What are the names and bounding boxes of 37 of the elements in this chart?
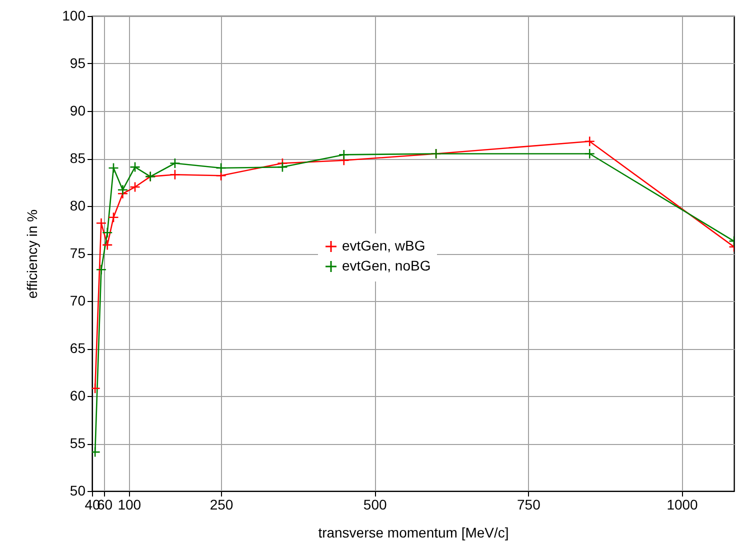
y-tick-label: 95	[70, 55, 86, 71]
y-tick-label: 75	[70, 245, 86, 261]
point	[584, 148, 596, 160]
point	[108, 162, 119, 174]
y-tick-label: 50	[70, 482, 86, 498]
point	[130, 162, 140, 172]
x-tick-label: 250	[210, 496, 234, 512]
y-tick-label: 100	[62, 8, 86, 24]
x-axis-title: transverse momentum [MeV/c]	[318, 524, 509, 540]
legend-label: evtGen, wBG	[342, 238, 426, 254]
y-tick-label: 85	[70, 150, 86, 166]
x-tick-label: 500	[363, 496, 387, 512]
x-tick-label: 1000	[666, 496, 698, 512]
y-tick-label: 90	[70, 102, 86, 118]
point	[216, 162, 226, 174]
point	[102, 227, 113, 238]
point	[338, 149, 350, 160]
point	[584, 136, 596, 147]
legend-label: evtGen, noBG	[342, 258, 431, 274]
y-tick-label: 55	[70, 435, 86, 451]
point	[96, 218, 107, 228]
y-tick-label: 70	[70, 292, 86, 308]
x-tick-label: 100	[118, 496, 142, 512]
point	[216, 170, 226, 181]
x-tick-label: 750	[517, 496, 541, 512]
point	[170, 169, 180, 180]
y-tick-label: 65	[70, 340, 86, 356]
point	[130, 182, 140, 192]
point	[117, 184, 128, 196]
y-tick-label: 80	[70, 198, 86, 214]
point	[96, 264, 107, 276]
point	[108, 212, 119, 223]
y-tick-label: 60	[70, 388, 86, 404]
y-axis-title: efficiency in %	[24, 209, 40, 299]
point	[277, 162, 288, 172]
point	[102, 240, 113, 250]
point	[170, 158, 180, 169]
